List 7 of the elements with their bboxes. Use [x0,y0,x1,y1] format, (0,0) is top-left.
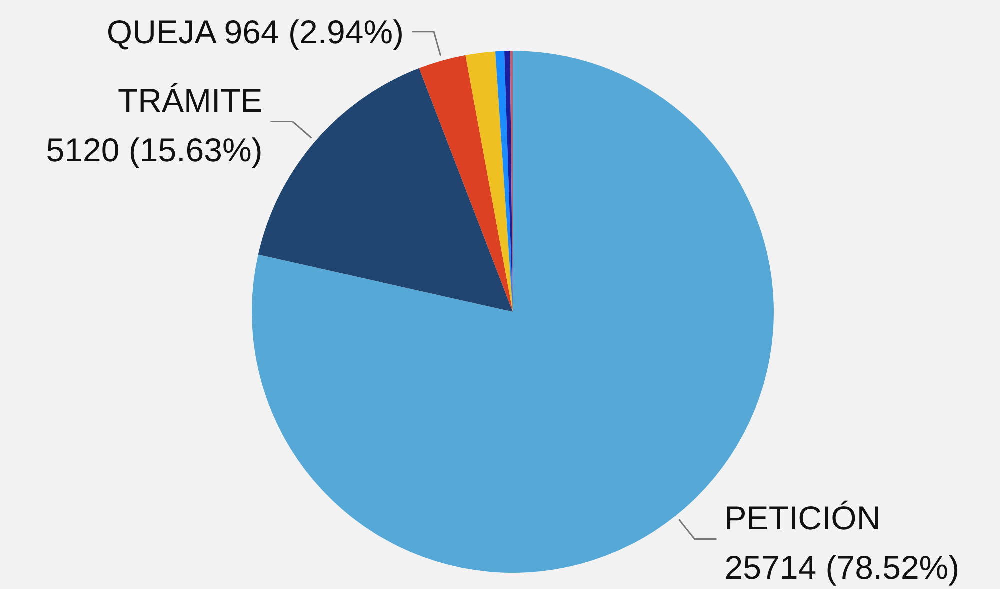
data-label: 5120 (15.63%) [46,131,263,168]
data-label: 25714 (78.52%) [724,548,960,586]
pie-slice [419,55,513,312]
slice-label: PETICIÓN [724,499,881,536]
slice-label: TRÁMITE [118,82,263,119]
pie-slice [466,52,513,312]
slice-label: QUEJA 964 (2.94%) [106,13,404,50]
